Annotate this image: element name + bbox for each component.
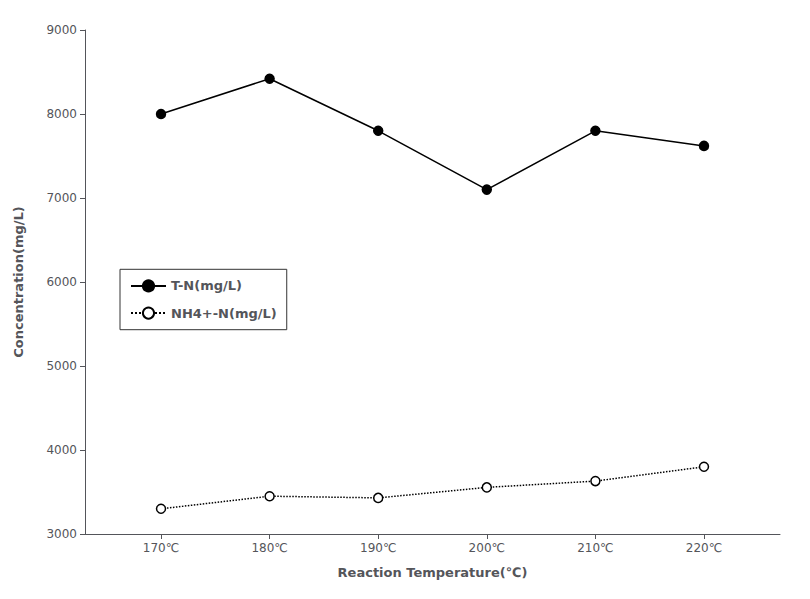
svg-text:5000: 5000 <box>46 359 77 373</box>
svg-text:Concentration(mg/L): Concentration(mg/L) <box>11 206 26 358</box>
svg-text:9000: 9000 <box>46 23 77 37</box>
svg-text:220℃: 220℃ <box>686 541 722 555</box>
svg-text:200℃: 200℃ <box>469 541 505 555</box>
svg-text:180℃: 180℃ <box>251 541 287 555</box>
svg-text:NH4+-N(mg/L): NH4+-N(mg/L) <box>171 306 277 321</box>
svg-text:190℃: 190℃ <box>360 541 396 555</box>
svg-text:170℃: 170℃ <box>143 541 179 555</box>
svg-text:7000: 7000 <box>46 191 77 205</box>
svg-text:210℃: 210℃ <box>577 541 613 555</box>
svg-text:3000: 3000 <box>46 527 77 541</box>
svg-text:Reaction Temperature(℃): Reaction Temperature(℃) <box>338 565 528 580</box>
svg-text:4000: 4000 <box>46 443 77 457</box>
svg-text:T-N(mg/L): T-N(mg/L) <box>171 278 242 293</box>
svg-text:8000: 8000 <box>46 107 77 121</box>
svg-text:6000: 6000 <box>46 275 77 289</box>
